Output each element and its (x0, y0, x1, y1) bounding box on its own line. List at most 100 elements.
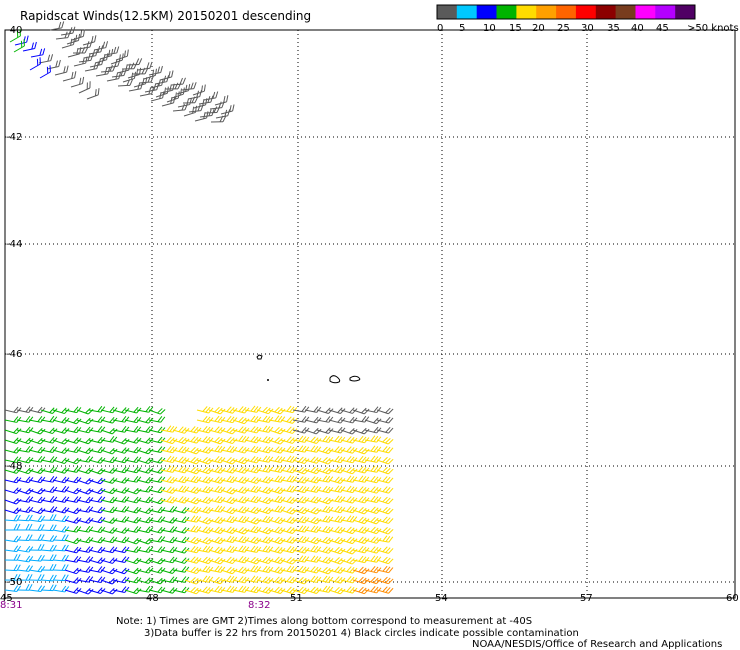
wind-barb (232, 435, 250, 443)
wind-barb (316, 536, 334, 545)
wind-barb (352, 586, 370, 595)
wind-barb (112, 496, 130, 503)
wind-barb (184, 496, 202, 505)
wind-barb (316, 515, 334, 523)
wind-barb (160, 496, 178, 504)
wind-barb (208, 456, 226, 464)
wind-barb (148, 577, 166, 585)
wind-barb (376, 506, 394, 515)
wind-barb (136, 485, 154, 493)
wind-barb (316, 496, 334, 505)
wind-barb (340, 416, 358, 424)
legend-tick-label: 35 (607, 23, 620, 34)
wind-barb (196, 565, 214, 573)
wind-barb (64, 567, 82, 575)
wind-barb (84, 62, 100, 72)
wind-barb (88, 426, 106, 433)
wind-barb (268, 505, 286, 513)
wind-barb (148, 557, 166, 565)
wind-barb (194, 111, 209, 122)
wind-barb (16, 506, 34, 513)
wind-barb (244, 405, 262, 413)
wind-barb (112, 576, 130, 584)
wind-barb (256, 565, 274, 573)
wind-barb (100, 436, 118, 443)
wind-barb (172, 516, 190, 524)
wind-barb (76, 588, 94, 595)
wind-barb (232, 496, 250, 504)
wind-barb (124, 567, 142, 575)
legend-tick-label: 20 (532, 23, 545, 34)
wind-barb (316, 585, 334, 593)
wind-barb (16, 523, 33, 531)
wind-barb (352, 455, 370, 464)
time-label: 8:31 (0, 600, 22, 611)
wind-barb (280, 405, 298, 414)
wind-barb (40, 427, 58, 435)
wind-barb (4, 487, 22, 494)
wind-barb (100, 536, 118, 544)
wind-barb (40, 514, 57, 521)
wind-barb (244, 536, 262, 544)
wind-barb (78, 81, 91, 94)
wind-barb (100, 517, 118, 524)
wind-barb (16, 437, 34, 445)
wind-barb (196, 545, 214, 553)
wind-barb (244, 426, 262, 434)
wind-barb (196, 456, 214, 465)
wind-barb (304, 575, 322, 583)
wind-barb (148, 516, 166, 523)
wind-barb (112, 516, 130, 523)
wind-barb (184, 466, 202, 475)
longitude-label: 45 (0, 593, 13, 604)
wind-barb (316, 457, 334, 465)
wind-barb (66, 33, 81, 45)
legend-unit-label: >50 knots (687, 23, 739, 34)
wind-barb (280, 565, 298, 573)
wind-barb (184, 566, 202, 575)
wind-barb (76, 517, 94, 524)
wind-barb (232, 566, 250, 574)
latitude-label: -50 (6, 577, 22, 588)
wind-barb (376, 446, 394, 454)
wind-barb (64, 556, 82, 563)
wind-barb (160, 455, 178, 464)
wind-barb (316, 427, 334, 434)
legend-swatch (496, 5, 517, 19)
wind-barb (196, 436, 214, 444)
wind-barb (280, 516, 298, 524)
wind-barb (64, 437, 82, 444)
wind-barb (160, 576, 178, 584)
wind-barb (16, 574, 33, 581)
latitude-label: -42 (6, 132, 22, 143)
wind-barb (292, 576, 310, 585)
wind-barb (232, 585, 250, 593)
wind-barb (4, 535, 22, 543)
wind-barb (52, 407, 70, 415)
wind-barb (352, 435, 370, 444)
wind-barb (304, 516, 322, 525)
wind-barb (198, 95, 214, 105)
wind-barb (232, 576, 250, 584)
wind-barb (64, 517, 82, 524)
wind-barb (316, 466, 334, 475)
wind-barb (376, 546, 394, 554)
wind-barb (376, 437, 394, 445)
wind-barb (76, 575, 94, 583)
wind-barb (364, 455, 382, 463)
wind-barb (220, 515, 238, 524)
wind-barb (28, 544, 45, 551)
wind-barb (182, 96, 199, 104)
wind-barb (256, 556, 274, 565)
wind-barb (268, 556, 286, 564)
credit-line: NOAA/NESDIS/Office of Research and Appli… (472, 639, 723, 650)
wind-barb (40, 563, 57, 571)
wind-barb (61, 37, 76, 49)
wind-barb (208, 585, 226, 594)
wind-barb (292, 466, 310, 475)
wind-barb (124, 487, 142, 495)
wind-barb (340, 466, 358, 475)
legend-swatch (655, 5, 676, 19)
wind-barb (316, 407, 334, 415)
wind-barb (16, 467, 34, 475)
